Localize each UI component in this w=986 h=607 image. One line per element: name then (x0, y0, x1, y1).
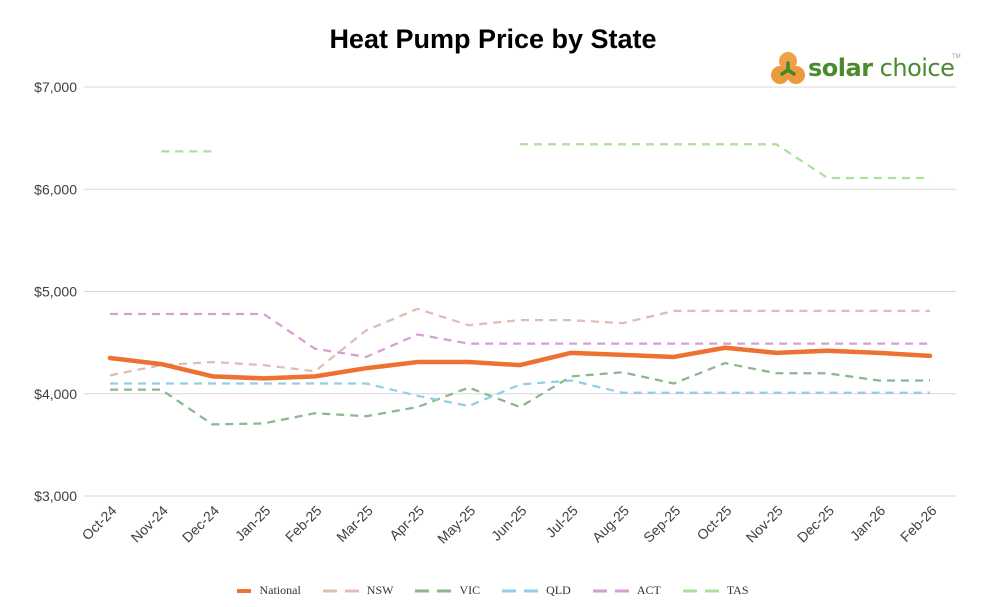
chart-legend: National NSW VIC QLD ACT TAS (0, 583, 986, 598)
legend-label: National (259, 583, 301, 597)
x-tick-label: Feb-25 (282, 502, 325, 545)
x-tick-label: Sep-25 (640, 502, 683, 545)
series-line-vic (110, 361, 930, 426)
x-tick-label: Jul-25 (543, 502, 581, 540)
x-tick-label: Mar-25 (333, 502, 376, 545)
x-tick-label: Jan-25 (232, 502, 274, 544)
series-tas (161, 143, 931, 180)
x-tick-label: Oct-24 (79, 502, 120, 543)
legend-swatch (592, 589, 629, 592)
legend-label: NSW (366, 583, 394, 597)
chart-title: Heat Pump Price by State (329, 24, 657, 54)
legend-swatch (682, 589, 719, 592)
logo-trademark: TM (952, 54, 961, 60)
x-tick-label: Jun-25 (488, 502, 530, 544)
legend-label: VIC (459, 583, 481, 597)
series-act (109, 312, 931, 359)
legend-label: TAS (726, 583, 749, 597)
legend-item-national: National (237, 583, 301, 598)
x-tick-label: Jan-26 (847, 502, 889, 544)
legend-swatch (322, 589, 359, 592)
legend-item-qld: QLD (502, 583, 571, 598)
x-tick-label: Feb-26 (897, 502, 940, 545)
x-tick-label: Nov-25 (743, 502, 786, 545)
legend-item-vic: VIC (415, 583, 480, 598)
legend-swatch (237, 588, 252, 593)
legend-swatch (415, 589, 452, 592)
legend-label: QLD (546, 583, 571, 597)
legend-label: ACT (636, 583, 661, 597)
legend-swatch (502, 589, 539, 592)
y-tick-label: $5,000 (34, 284, 77, 300)
series-line-nsw (109, 307, 930, 377)
x-tick-label: Dec-24 (179, 502, 222, 545)
y-tick-label: $3,000 (34, 488, 77, 504)
solar-choice-logo: solar choice TM (770, 50, 970, 88)
x-tick-label: Nov-24 (128, 502, 171, 545)
x-tick-label: Aug-25 (589, 502, 632, 545)
series-national (107, 345, 933, 381)
legend-item-tas: TAS (682, 583, 749, 598)
legend-item-nsw: NSW (322, 583, 394, 598)
logo-text: solar choice (808, 54, 955, 82)
y-tick-label: $6,000 (34, 181, 77, 197)
legend-item-act: ACT (592, 583, 661, 598)
x-tick-label: Oct-25 (694, 502, 735, 543)
series-line-tas (520, 143, 930, 180)
series-qld (109, 379, 931, 408)
x-tick-label: Dec-25 (794, 502, 837, 545)
series-vic (109, 361, 931, 426)
series-line-qld (110, 379, 930, 408)
x-tick-label: Apr-25 (386, 502, 427, 543)
x-tick-label: May-25 (434, 502, 478, 546)
y-tick-label: $4,000 (34, 386, 77, 402)
y-tick-label: $7,000 (34, 79, 77, 95)
logo-sun-icon (771, 52, 805, 84)
